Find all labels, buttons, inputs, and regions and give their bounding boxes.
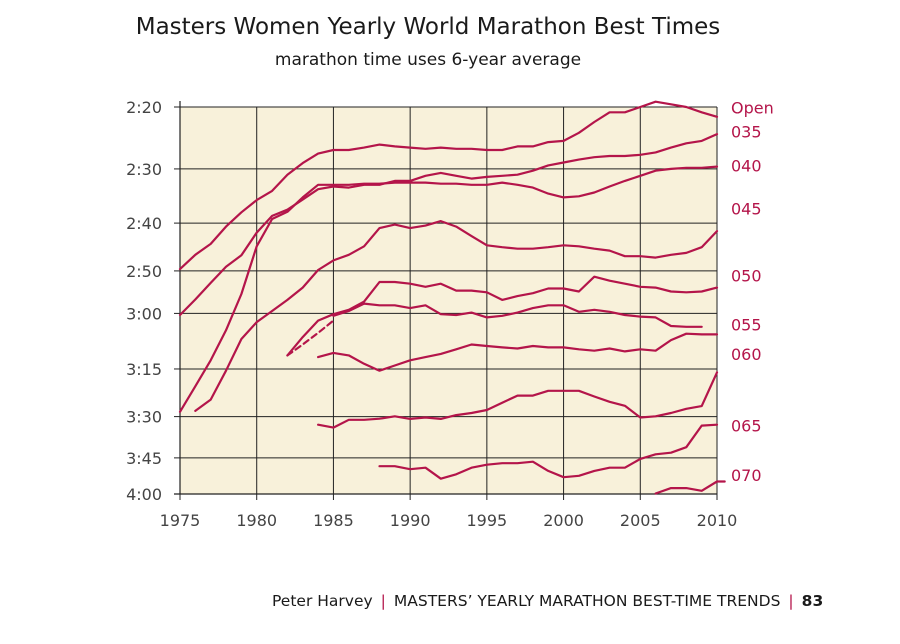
- legend-label-070: 070: [731, 466, 762, 485]
- x-tick-label: 1975: [160, 511, 201, 530]
- y-tick-label: 3:30: [126, 408, 162, 427]
- chart-title: Masters Women Yearly World Marathon Best…: [135, 14, 721, 40]
- x-tick-label: 2000: [543, 511, 584, 530]
- legend-label-040: 040: [731, 156, 762, 175]
- footer-separator-2: |: [788, 592, 794, 610]
- y-tick-label: 2:40: [126, 214, 162, 233]
- series-line-060: [317, 332, 719, 372]
- footer-text: MASTERS’ YEARLY MARATHON BEST-TIME TREND…: [393, 592, 781, 610]
- x-tick-label: 2010: [697, 511, 738, 530]
- series-line-050: [286, 275, 719, 357]
- series-line-065: [317, 371, 719, 429]
- series-labels: Open 035 040 045 050 055 060 065 070: [731, 99, 774, 485]
- footer-separator: |: [380, 592, 386, 610]
- footer-author: Peter Harvey: [272, 592, 373, 610]
- series-line-open: [178, 100, 719, 271]
- legend-label-065: 065: [731, 417, 762, 436]
- y-tick-label: 4:00: [126, 485, 162, 504]
- plot-area: [180, 107, 717, 494]
- series-line-070-lower-: [654, 480, 726, 495]
- series-line-045: [194, 220, 719, 412]
- line-chart: 1975 1980 1985 1990 1995 2000 2005 2010 2:20 2:30…: [126, 98, 774, 530]
- y-tick-label: 3:45: [126, 449, 162, 468]
- series-line-035: [178, 133, 719, 317]
- page-footer: Peter Harvey | MASTERS’ YEARLY MARATHON BE…: [272, 592, 823, 610]
- x-tick-label: 2005: [620, 511, 661, 530]
- legend-label-050: 050: [731, 266, 762, 285]
- x-tick-label: 1985: [313, 511, 354, 530]
- y-tick-label: 2:20: [126, 98, 162, 117]
- x-tick-label: 1980: [236, 511, 277, 530]
- series-line-055-trend-dashed-: [286, 319, 335, 357]
- axes: 1975 1980 1985 1990 1995 2000 2005 2010 2:20 2:30…: [126, 98, 737, 530]
- x-tick-label: 1995: [466, 511, 507, 530]
- y-tick-label: 2:50: [126, 262, 162, 281]
- legend-label-055: 055: [731, 315, 762, 334]
- series-lines: [178, 100, 726, 495]
- series-line-040: [178, 165, 719, 413]
- legend-label-035: 035: [731, 123, 762, 142]
- chart-subtitle: marathon time uses 6-year average: [274, 50, 582, 70]
- series-line-070: [378, 423, 719, 480]
- legend-label-Open: Open: [731, 99, 774, 118]
- y-tick-label: 3:15: [126, 360, 162, 379]
- x-tick-label: 1990: [390, 511, 431, 530]
- y-tick-label: 3:00: [126, 304, 162, 323]
- y-tick-label: 2:30: [126, 160, 162, 179]
- series-line-055: [332, 302, 703, 328]
- legend-label-060: 060: [731, 345, 762, 364]
- page-number: 83: [801, 592, 824, 610]
- legend-label-045: 045: [731, 200, 762, 219]
